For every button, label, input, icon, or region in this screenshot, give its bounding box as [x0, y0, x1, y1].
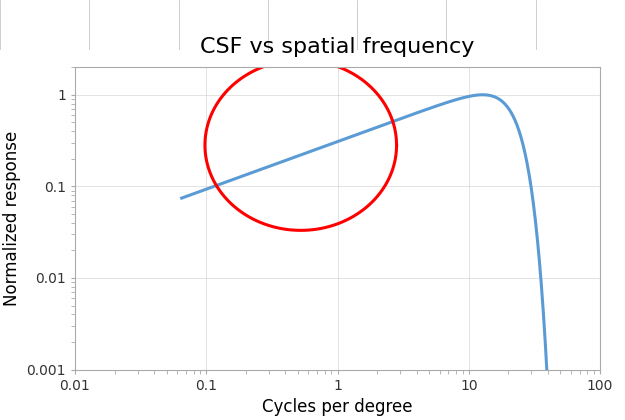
Title: CSF vs spatial frequency: CSF vs spatial frequency: [200, 37, 475, 57]
Y-axis label: Normalized response: Normalized response: [3, 131, 21, 306]
X-axis label: Cycles per degree: Cycles per degree: [262, 398, 412, 416]
